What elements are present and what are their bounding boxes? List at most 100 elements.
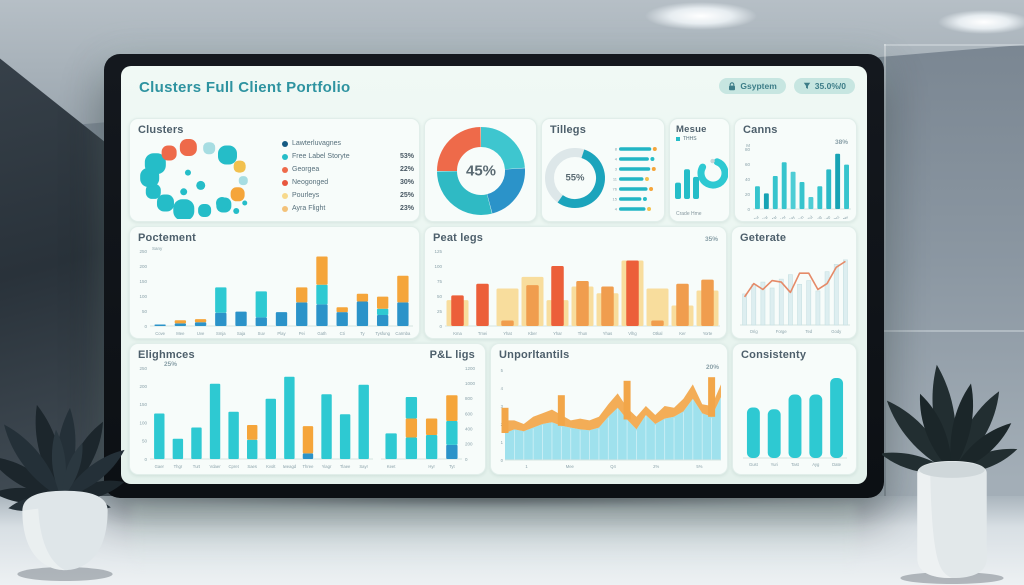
svg-text:3: 3	[501, 404, 504, 409]
svg-text:11: 11	[613, 177, 618, 182]
svg-text:Thgr: Thgr	[174, 464, 183, 469]
filter-value-label: 35.0%/0	[814, 81, 846, 91]
svg-text:Smja: Smja	[216, 331, 226, 336]
svg-text:Vlhg: Vlhg	[628, 331, 637, 336]
peatlegs-bar-chart: 125 100 75 50 25 0 Kma Tmei Yhat Kber Yhar Thun Yhas…	[429, 245, 723, 337]
panel-geterate-title: Geterate	[740, 232, 787, 244]
svg-text:200: 200	[139, 384, 147, 389]
mesue-legend: THHS	[676, 136, 697, 142]
allocation-donut-chart: 45%	[435, 126, 527, 216]
svg-text:Vdaer: Vdaer	[209, 464, 221, 469]
svg-text:0: 0	[439, 324, 442, 329]
panel-pnl-title: P&L ligs	[429, 349, 475, 361]
svg-text:50: 50	[437, 294, 443, 299]
panel-elighmces-title: Elighmces	[138, 349, 195, 361]
wall-seam	[884, 44, 886, 504]
svg-text:Aug: Aug	[814, 214, 823, 219]
legend-value: 53%	[399, 153, 414, 160]
svg-text:Cove: Cove	[155, 331, 165, 336]
unporltantils-area-chart: 5432101MeeQ42%5%	[495, 364, 725, 470]
svg-text:75: 75	[437, 279, 443, 284]
svg-text:45%: 45%	[466, 163, 496, 180]
panel-consistenty: Consistenty Gust Yuri Tast Ayg Date	[732, 343, 857, 475]
legend-swatch	[676, 137, 680, 141]
svg-text:Ty: Ty	[360, 331, 365, 336]
svg-text:Nv: Nv	[842, 214, 850, 219]
pnl-stacked-bar-chart: 1200 1000 800 600 400 200 0 Keet Hyr Tyt	[378, 362, 482, 470]
svg-text:50: 50	[142, 439, 148, 444]
svg-text:200: 200	[139, 264, 147, 269]
svg-text:Mar: Mar	[769, 214, 778, 219]
legend-label: Free Label Storyte	[292, 153, 350, 160]
svg-text:Play: Play	[277, 331, 286, 336]
svg-text:Ayg: Ayg	[812, 462, 820, 467]
legend-dot	[282, 179, 288, 186]
panel-tillegs-title: Tillegs	[550, 124, 587, 136]
panel-unporltantils: Unporltantils 20% 5432101MeeQ42%5%	[490, 343, 728, 475]
tillegs-bar-list: 8 4 3 11 76 15 4	[608, 144, 662, 214]
svg-text:0: 0	[501, 458, 504, 463]
filter-value-button[interactable]: 35.0%/0	[793, 78, 855, 94]
svg-text:80: 80	[745, 147, 751, 152]
display-screen: Clusters Full Client Portfolio Gsyptem 3…	[104, 54, 884, 498]
svg-text:Ted: Ted	[805, 329, 812, 334]
svg-text:Gaer: Gaer	[155, 464, 165, 469]
svg-text:Tast: Tast	[791, 462, 800, 467]
elighmces-bar-chart: 250 200 150 100 50 0 Gaer Thgr Turt Vdaer Cpret Sae…	[134, 362, 376, 470]
panel-clusters: Clusters Lawterluvagnes Free Label Storyt…	[129, 118, 420, 222]
svg-text:Fgr: Fgr	[761, 214, 769, 219]
svg-text:Jul: Jul	[806, 214, 813, 219]
svg-text:Gust: Gust	[749, 462, 759, 467]
svg-text:Cti: Cti	[340, 331, 345, 336]
panel-tillegs: Tillegs 55% 8 4 3 11 76 15 4	[541, 118, 665, 222]
lock-icon	[729, 81, 736, 90]
wall-seam	[884, 44, 1024, 46]
svg-text:1: 1	[501, 440, 504, 445]
legend-dot	[282, 153, 288, 160]
svg-text:Tlaee: Tlaee	[340, 464, 351, 469]
svg-text:4: 4	[615, 157, 618, 162]
system-button[interactable]: Gsyptem	[719, 78, 786, 94]
svg-text:Cpret: Cpret	[229, 464, 240, 469]
mesue-gauge-chart	[673, 145, 729, 199]
legend-dot	[282, 205, 288, 212]
elighmces-badge: 25%	[164, 361, 178, 368]
svg-text:20: 20	[745, 192, 751, 197]
svg-text:Ker: Ker	[679, 331, 686, 336]
svg-text:200: 200	[465, 442, 473, 447]
left-plant-leaves	[0, 404, 125, 511]
svg-text:800: 800	[465, 396, 473, 401]
panel-unporltantils-title: Unporltantils	[499, 349, 570, 361]
svg-text:55%: 55%	[565, 173, 585, 184]
svg-text:Iweagd: Iweagd	[283, 464, 297, 469]
legend-label: Neogonged	[292, 179, 329, 186]
right-plant-pot	[917, 460, 987, 579]
left-plant-pot	[22, 490, 108, 571]
svg-text:600: 600	[465, 411, 473, 416]
legend-value: 30%	[399, 179, 414, 186]
clusters-legend: Lawterluvagnes Free Label Storyte 53% Georg…	[282, 137, 414, 215]
svg-text:Forge: Forge	[776, 329, 788, 334]
dashboard: Clusters Full Client Portfolio Gsyptem 3…	[121, 66, 867, 484]
legend-label: Pourleys	[292, 192, 320, 199]
legend-value: 22%	[399, 166, 414, 173]
svg-text:0: 0	[747, 207, 750, 212]
svg-text:Saes: Saes	[247, 464, 257, 469]
legend-dot	[282, 192, 288, 199]
left-plant	[0, 404, 125, 582]
legend-value: 25%	[399, 192, 414, 199]
svg-text:Tyt: Tyt	[449, 464, 455, 469]
svg-text:Saja: Saja	[237, 331, 246, 336]
svg-text:250: 250	[139, 249, 147, 254]
canns-badge: 38%	[834, 139, 848, 146]
svg-text:1200: 1200	[465, 366, 476, 371]
svg-text:May: May	[786, 214, 796, 219]
legend-item: Georgea 22%	[282, 163, 414, 176]
svg-text:Pei: Pei	[299, 331, 305, 336]
panel-poctement: Poctement 250 200 150 100 50 0 Sany Cove Mee Uve S…	[129, 226, 420, 339]
geterate-line-chart: Orig Forge Ted Gody	[738, 247, 852, 335]
svg-text:Keet: Keet	[387, 464, 396, 469]
panel-peatlegs-title: Peat legs	[433, 232, 484, 244]
svg-text:1000: 1000	[465, 381, 476, 386]
